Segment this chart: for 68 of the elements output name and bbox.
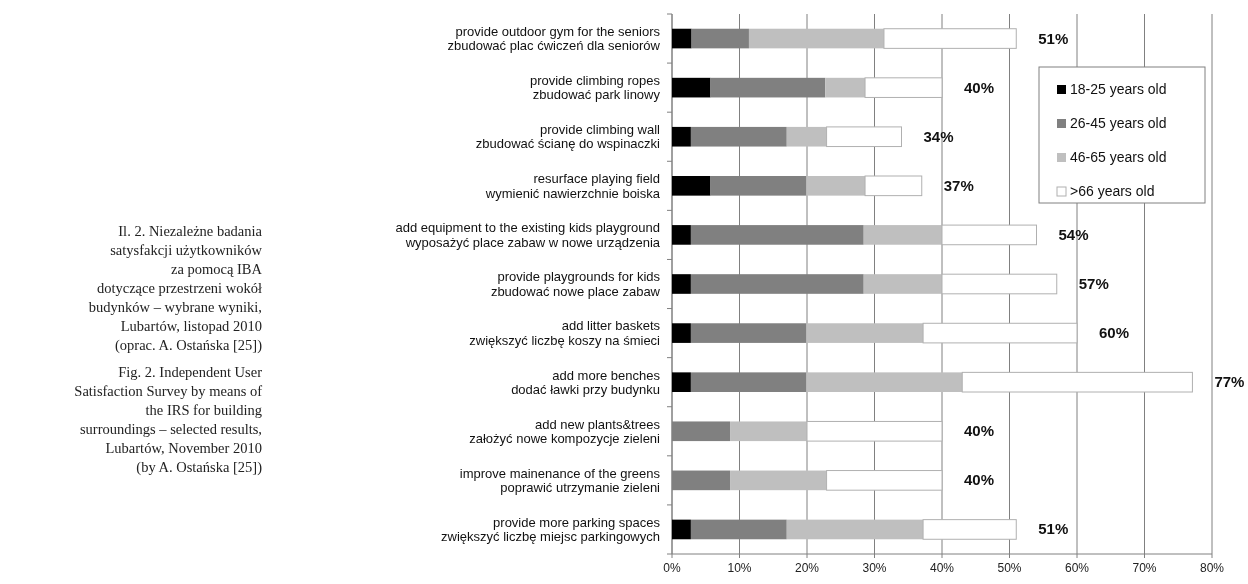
y-tick-label: provide climbing ropes zbudować park linowy	[529, 73, 661, 103]
legend-label: >66 years old	[1070, 183, 1155, 199]
bar	[961, 371, 1193, 393]
bar	[672, 323, 691, 343]
legend-label: 46-65 years old	[1070, 149, 1167, 165]
text: Il. 2. Niezależne badania satysfakcji użytkowników za pomocą IBA dotyczące przestrzeni wokół budynków – wybrane wyniki, Lubartów, listopad 2010 (oprac. A. Ostańska [25])	[88, 223, 263, 354]
x-tick-label: 40%	[929, 561, 955, 575]
bar	[672, 176, 711, 196]
total-label: 60%	[1099, 324, 1130, 342]
y-tick-label: add litter baskets zwiększyć liczbę koszy na śmieci	[469, 318, 661, 348]
bar	[730, 421, 807, 442]
bar	[672, 225, 691, 245]
bar	[786, 126, 827, 147]
x-tick-label: 50%	[997, 561, 1022, 575]
total-label: 51%	[1038, 520, 1069, 538]
x-tick-label: 20%	[794, 561, 820, 575]
bar	[922, 322, 1078, 344]
legend-label: 18-25 years old	[1070, 81, 1167, 97]
y-tick-label: provide more parking spaces zwiększyć liczbę miejsc parkingowych	[441, 514, 661, 545]
bar	[864, 77, 943, 98]
bar	[748, 28, 884, 49]
bar	[941, 273, 1058, 295]
x-tick-label: 80%	[1199, 561, 1225, 575]
x-tick-label: 70%	[1132, 561, 1157, 575]
bar	[672, 274, 691, 294]
y-tick-label: resurface playing field wymienić nawierzchnie boiska	[484, 171, 661, 201]
total-label: 40%	[964, 78, 995, 96]
bar	[786, 519, 924, 540]
total-label: 57%	[1078, 275, 1109, 292]
bar	[863, 274, 942, 294]
bar	[941, 224, 1037, 246]
bar	[672, 372, 691, 392]
bar	[864, 175, 923, 197]
y-tick-label: provide outdoor gym for the seniors zbudować plac ćwiczeń dla seniorów	[447, 23, 661, 54]
bar	[806, 420, 943, 442]
total-label: 40%	[964, 471, 995, 489]
bar	[863, 225, 942, 245]
x-tick-label: 30%	[862, 561, 887, 575]
bar	[672, 519, 691, 540]
y-tick-label: provide climbing wall zbudować ścianę do wspinaczki	[475, 122, 661, 152]
total-label: 77%	[1214, 373, 1245, 391]
bar	[672, 28, 692, 49]
x-tick-label: 10%	[727, 561, 752, 575]
y-tick-label: provide playgrounds for kids zbudować nowe place zabaw	[490, 269, 661, 299]
total-label: 51%	[1038, 29, 1069, 47]
y-tick-label: add new plants&trees założyć nowe kompozycje zieleni	[469, 416, 661, 446]
bar	[672, 126, 691, 147]
bar	[922, 519, 1017, 540]
bar	[672, 77, 711, 98]
bar	[826, 470, 943, 491]
bar	[730, 470, 827, 491]
legend-label: 26-45 years old	[1070, 115, 1167, 131]
bar	[806, 176, 866, 196]
bar	[806, 323, 924, 343]
total-label: 34%	[923, 127, 954, 145]
x-tick-label: 60%	[1064, 561, 1090, 575]
caption: Fig. 2. Independent User Satisfaction Survey by means of the IRS for building surroundings – selected results, Lubartów, November 2010 (by A. Ostańska [25])	[74, 364, 263, 476]
x-tick-label: 0%	[663, 561, 681, 575]
total-label: 37%	[943, 176, 974, 194]
total-label: 54%	[1058, 225, 1089, 243]
total-label: 40%	[964, 422, 995, 440]
y-tick-label: add more benches dodać ławki przy budynku	[511, 367, 661, 397]
y-tick-label: improve mainenance of the greens poprawić utrzymanie zieleni	[459, 465, 661, 496]
bar	[826, 126, 902, 148]
bar	[806, 372, 963, 392]
y-tick-label: add equipment to the existing kids playground wyposażyć place zabaw w nowe urządzenia	[395, 220, 661, 250]
bar	[883, 28, 1017, 49]
bar	[825, 77, 866, 98]
